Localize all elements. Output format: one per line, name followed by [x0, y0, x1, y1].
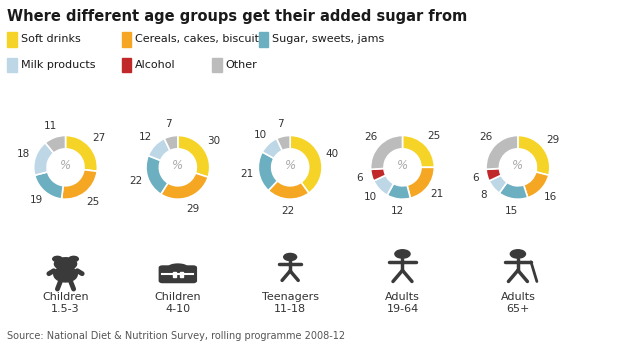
Wedge shape	[524, 172, 548, 198]
Wedge shape	[518, 136, 550, 175]
Text: Other: Other	[225, 60, 257, 70]
Text: 22: 22	[129, 176, 143, 186]
Wedge shape	[489, 175, 507, 193]
Wedge shape	[62, 170, 97, 199]
Wedge shape	[486, 168, 501, 181]
Text: Teenagers
11-18: Teenagers 11-18	[261, 292, 319, 314]
Text: 22: 22	[281, 206, 294, 216]
Text: Soft drinks: Soft drinks	[21, 34, 80, 44]
Text: 8: 8	[480, 190, 487, 200]
Text: Milk products: Milk products	[21, 60, 95, 70]
Text: 6: 6	[356, 173, 363, 183]
Text: 11: 11	[44, 121, 57, 131]
Wedge shape	[371, 168, 386, 181]
Wedge shape	[161, 173, 208, 199]
Text: Adults
65+: Adults 65+	[500, 292, 535, 314]
Text: 12: 12	[391, 206, 404, 216]
Wedge shape	[45, 136, 66, 153]
Text: %: %	[397, 159, 408, 172]
Wedge shape	[149, 138, 170, 160]
Text: 29: 29	[546, 135, 559, 145]
Text: 19: 19	[30, 195, 43, 205]
Text: 10: 10	[253, 130, 266, 140]
Text: %: %	[285, 159, 296, 172]
Wedge shape	[34, 143, 54, 175]
Text: 12: 12	[139, 132, 152, 142]
Text: Children
4-10: Children 4-10	[155, 292, 201, 314]
Text: Cereals, cakes, biscuits: Cereals, cakes, biscuits	[135, 34, 265, 44]
Text: %: %	[60, 159, 71, 172]
Wedge shape	[262, 138, 282, 158]
Text: 26: 26	[364, 132, 377, 142]
Wedge shape	[387, 184, 411, 199]
Text: %: %	[512, 159, 524, 172]
Wedge shape	[276, 136, 290, 151]
Text: 30: 30	[207, 137, 220, 147]
Wedge shape	[164, 136, 178, 151]
Text: 40: 40	[326, 149, 339, 159]
Text: 29: 29	[186, 204, 199, 214]
Wedge shape	[407, 167, 434, 198]
Wedge shape	[268, 181, 309, 199]
Text: Where different age groups get their added sugar from: Where different age groups get their add…	[7, 9, 468, 23]
Text: Adults
19-64: Adults 19-64	[385, 292, 420, 314]
Wedge shape	[499, 182, 528, 199]
Text: 7: 7	[277, 119, 284, 129]
Wedge shape	[178, 136, 210, 177]
Text: Sugar, sweets, jams: Sugar, sweets, jams	[272, 34, 384, 44]
Wedge shape	[486, 136, 518, 169]
Wedge shape	[35, 172, 63, 199]
Wedge shape	[66, 136, 97, 171]
Text: 6: 6	[472, 173, 479, 183]
Wedge shape	[290, 136, 322, 193]
Text: 25: 25	[427, 131, 440, 141]
Text: 18: 18	[17, 149, 31, 159]
Text: 21: 21	[240, 169, 253, 179]
Text: 10: 10	[364, 193, 377, 203]
Text: 16: 16	[544, 193, 557, 203]
Text: Source: National Diet & Nutrition Survey, rolling programme 2008-12: Source: National Diet & Nutrition Survey…	[7, 331, 346, 341]
Text: 26: 26	[479, 132, 492, 142]
Text: 7: 7	[165, 119, 172, 129]
Text: 27: 27	[92, 133, 105, 143]
Text: 15: 15	[504, 206, 518, 216]
Wedge shape	[374, 175, 394, 195]
Text: Alcohol: Alcohol	[135, 60, 175, 70]
Wedge shape	[402, 136, 434, 167]
Text: %: %	[172, 159, 183, 172]
Wedge shape	[146, 156, 168, 194]
Wedge shape	[371, 136, 402, 169]
Wedge shape	[258, 152, 278, 190]
Text: Children
1.5-3: Children 1.5-3	[42, 292, 89, 314]
Text: 25: 25	[86, 197, 99, 207]
Text: 21: 21	[431, 189, 444, 199]
